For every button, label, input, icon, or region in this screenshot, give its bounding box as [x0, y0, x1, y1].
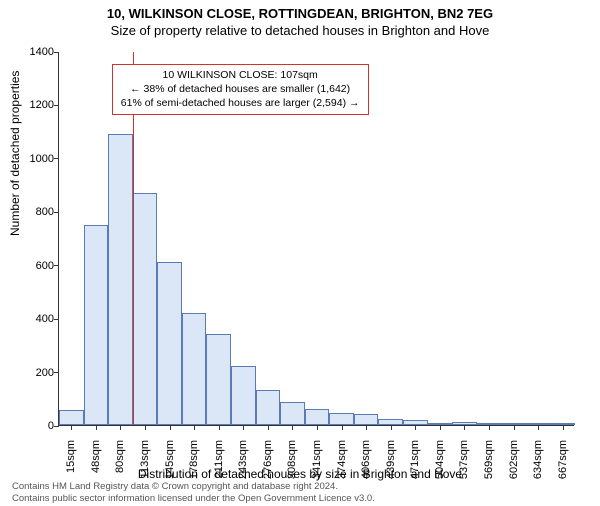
callout-line-3: 61% of semi-detached houses are larger (…: [121, 96, 360, 110]
histogram-bar: [182, 313, 207, 425]
x-tick: [292, 425, 293, 430]
y-tick-label: 200: [14, 367, 54, 379]
x-tick: [489, 425, 490, 430]
x-tick: [366, 425, 367, 430]
y-tick-label: 1000: [14, 153, 54, 165]
y-tick-label: 400: [14, 313, 54, 325]
x-axis-label: Distribution of detached houses by size …: [0, 467, 600, 481]
x-tick: [120, 425, 121, 430]
y-tick: [54, 319, 59, 320]
plot-area: 020040060080010001200140015sqm48sqm80sqm…: [58, 52, 574, 426]
x-tick: [514, 425, 515, 430]
x-tick: [317, 425, 318, 430]
y-tick: [54, 372, 59, 373]
y-tick: [54, 105, 59, 106]
y-tick-label: 0: [14, 420, 54, 432]
x-tick-label: 634sqm: [532, 440, 544, 490]
footer-line-1: Contains HM Land Registry data © Crown c…: [12, 481, 375, 492]
chart-subtitle: Size of property relative to detached ho…: [0, 23, 600, 38]
x-tick-label: 504sqm: [434, 440, 446, 490]
histogram-bar: [84, 225, 109, 425]
x-tick: [563, 425, 564, 430]
x-tick: [71, 425, 72, 430]
y-tick: [54, 52, 59, 53]
x-tick: [243, 425, 244, 430]
chart-container: 10, WILKINSON CLOSE, ROTTINGDEAN, BRIGHT…: [0, 6, 600, 506]
x-tick: [342, 425, 343, 430]
histogram-bar: [280, 402, 305, 425]
x-tick: [194, 425, 195, 430]
histogram-bar: [133, 193, 158, 425]
y-tick-label: 1400: [14, 46, 54, 58]
x-tick: [145, 425, 146, 430]
footer-line-2: Contains public sector information licen…: [12, 493, 375, 504]
chart-title: 10, WILKINSON CLOSE, ROTTINGDEAN, BRIGHT…: [0, 6, 600, 21]
x-tick-label: 602sqm: [508, 440, 520, 490]
x-tick-label: 667sqm: [557, 440, 569, 490]
histogram-bar: [231, 366, 256, 425]
x-tick: [219, 425, 220, 430]
x-tick: [96, 425, 97, 430]
histogram-bar: [354, 414, 379, 425]
footer-attribution: Contains HM Land Registry data © Crown c…: [12, 481, 375, 504]
y-tick-label: 800: [14, 206, 54, 218]
histogram-bar: [157, 262, 182, 425]
x-tick-label: 537sqm: [458, 440, 470, 490]
y-tick: [54, 426, 59, 427]
callout-box: 10 WILKINSON CLOSE: 107sqm ← 38% of deta…: [112, 64, 369, 115]
x-tick-label: 439sqm: [385, 440, 397, 490]
x-tick: [170, 425, 171, 430]
y-tick-label: 600: [14, 260, 54, 272]
x-tick-label: 471sqm: [409, 440, 421, 490]
x-tick: [415, 425, 416, 430]
x-tick: [391, 425, 392, 430]
histogram-bar: [206, 334, 231, 425]
histogram-bar: [305, 409, 330, 425]
histogram-bar: [329, 413, 354, 425]
y-tick: [54, 158, 59, 159]
x-tick: [464, 425, 465, 430]
x-tick: [268, 425, 269, 430]
x-tick: [538, 425, 539, 430]
y-tick: [54, 265, 59, 266]
histogram-bar: [108, 134, 133, 425]
histogram-bar: [59, 410, 84, 425]
callout-line-1: 10 WILKINSON CLOSE: 107sqm: [121, 68, 360, 82]
histogram-bar: [256, 390, 281, 425]
y-tick-label: 1200: [14, 99, 54, 111]
x-tick: [440, 425, 441, 430]
x-tick-label: 569sqm: [483, 440, 495, 490]
callout-line-2: ← 38% of detached houses are smaller (1,…: [121, 82, 360, 96]
y-tick: [54, 212, 59, 213]
